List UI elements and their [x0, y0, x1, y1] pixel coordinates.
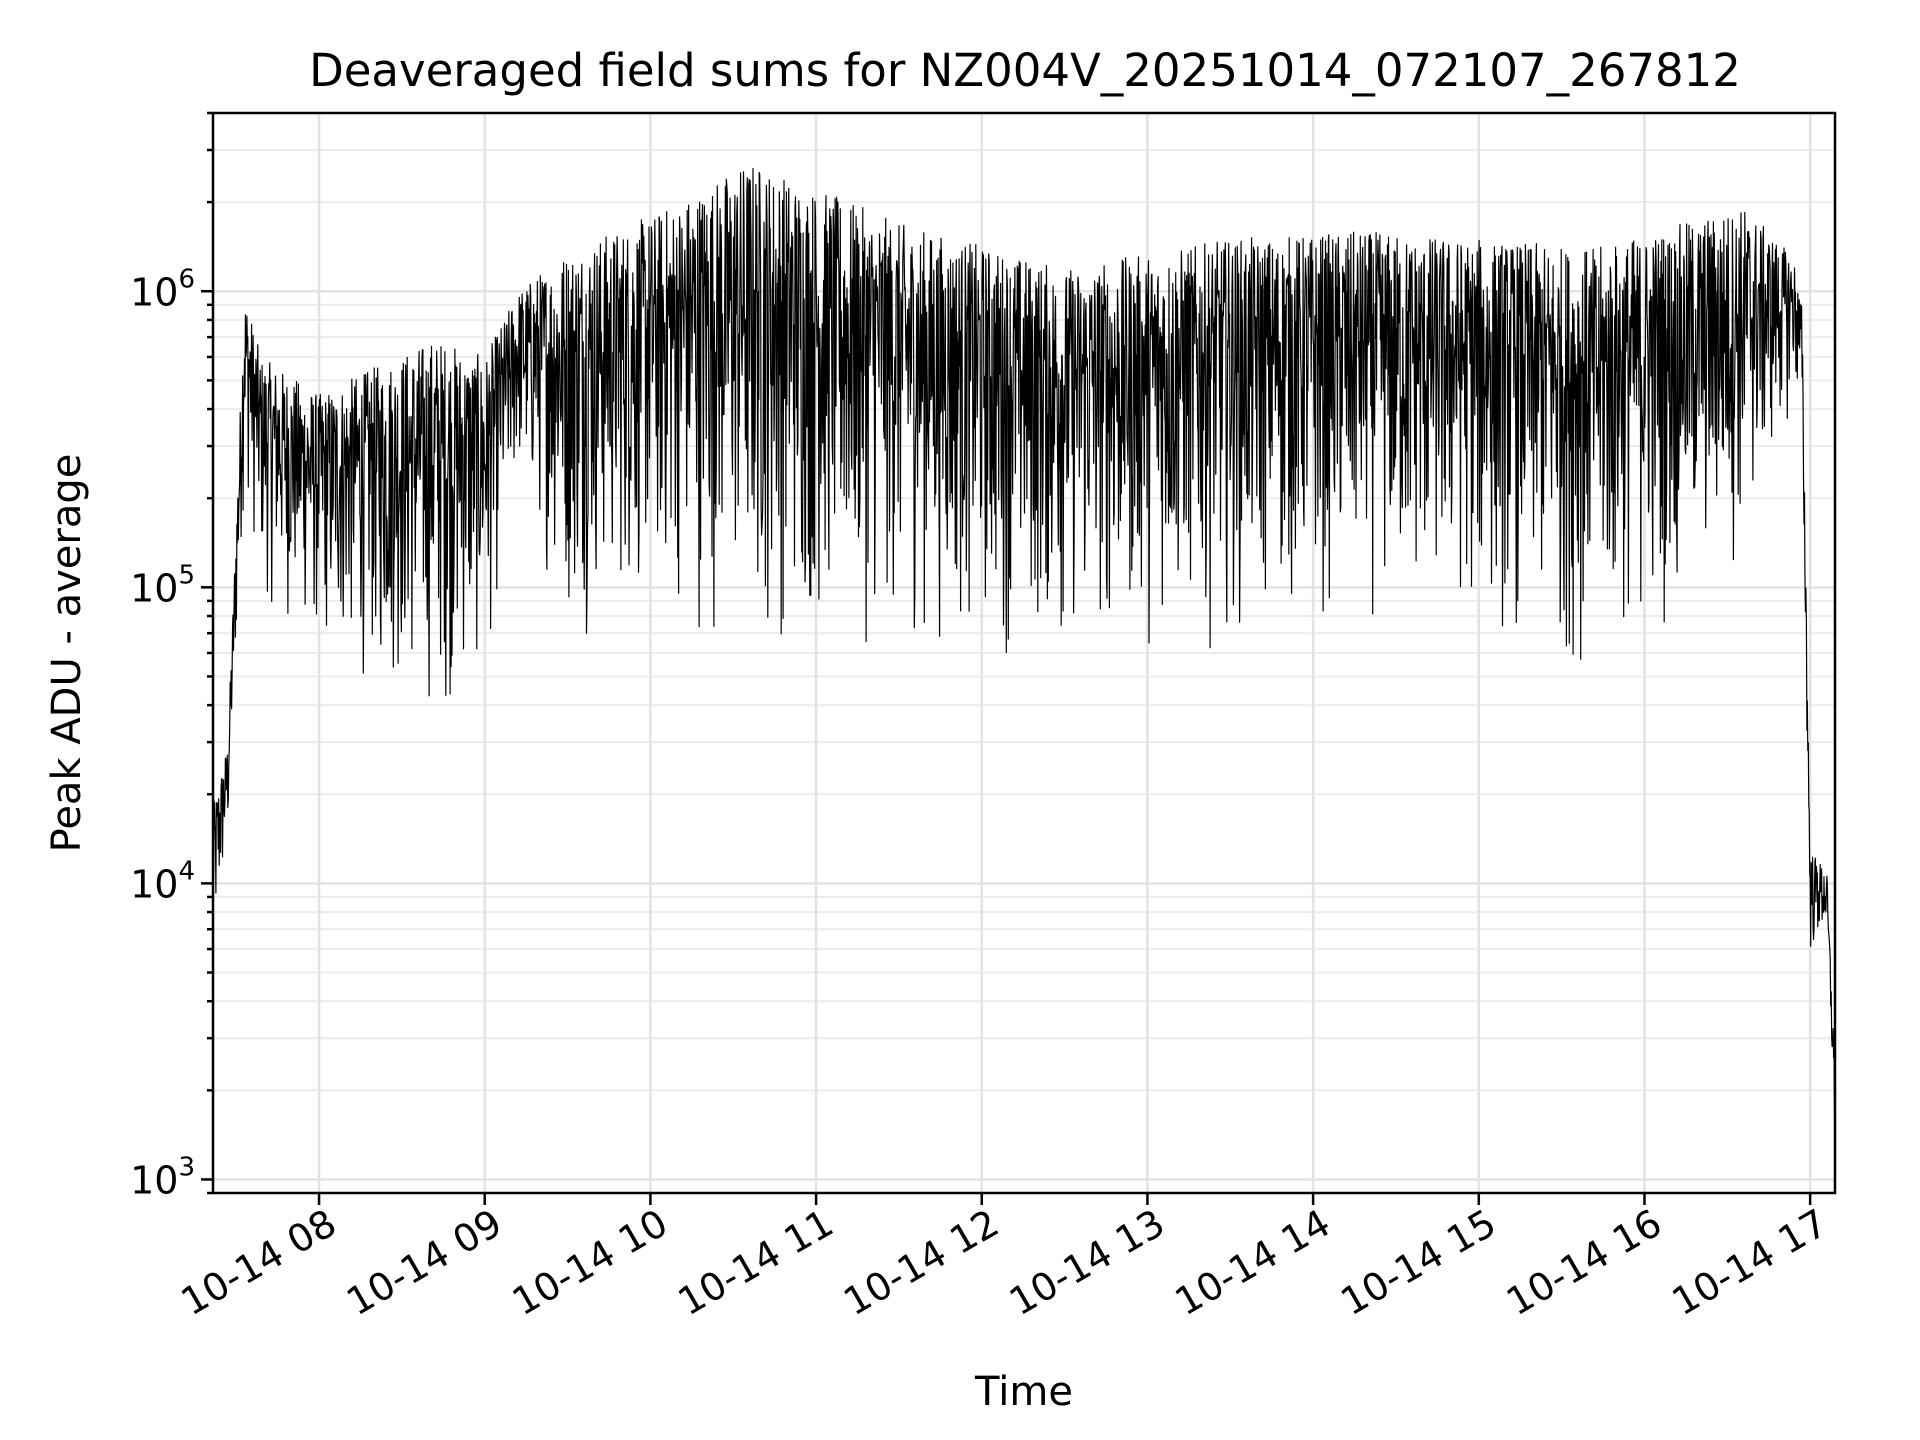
chart-title: Deaveraged field sums for NZ004V_2025101…	[309, 44, 1741, 97]
y-tick-label: 104	[130, 856, 195, 906]
y-tick-exponent: 6	[178, 264, 195, 294]
y-tick-label: 105	[130, 560, 195, 610]
y-axis-label: Peak ADU - average	[44, 454, 90, 853]
y-tick-base: 10	[130, 1158, 178, 1202]
y-tick-exponent: 3	[178, 1152, 195, 1182]
y-tick-label: 103	[130, 1152, 195, 1202]
x-axis-label: Time	[974, 1369, 1073, 1415]
y-tick-label: 106	[130, 264, 195, 314]
y-tick-base: 10	[130, 862, 178, 906]
y-tick-exponent: 4	[178, 856, 195, 886]
series-line	[212, 168, 1836, 1116]
y-tick-exponent: 5	[178, 560, 195, 590]
y-tick-base: 10	[130, 270, 178, 314]
y-tick-base: 10	[130, 566, 178, 610]
